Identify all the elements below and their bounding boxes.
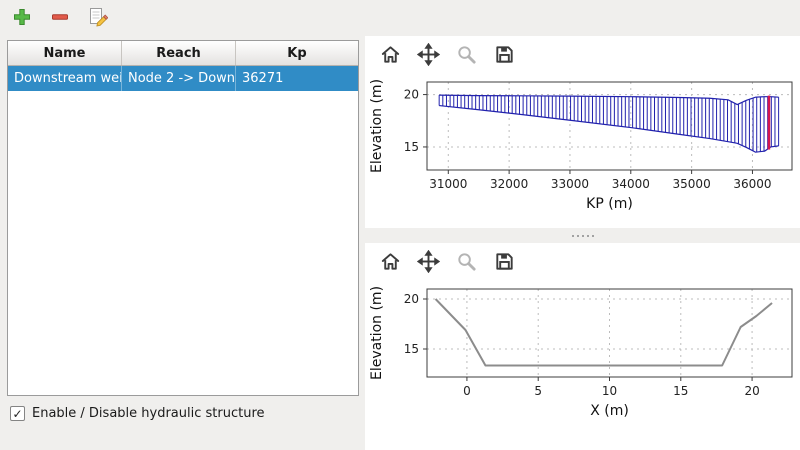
svg-text:35000: 35000 [673, 177, 711, 191]
profile-chart: 31000 32000 33000 34000 35000 36000 15 20 KP (m)… [369, 79, 793, 212]
home-icon [381, 45, 399, 63]
edit-icon [90, 8, 108, 27]
svg-text:15: 15 [404, 140, 419, 154]
cell-kp[interactable]: 36271 [242, 71, 284, 86]
table-row[interactable]: Downstream weir Node 2 -> Down... 36271 [8, 66, 358, 91]
zoom-icon [457, 252, 476, 271]
svg-text:0: 0 [463, 384, 471, 398]
svg-text:36000: 36000 [733, 177, 771, 191]
cross-section-chart-toolbar [365, 243, 800, 279]
minus-icon [52, 14, 68, 20]
svg-text:10: 10 [602, 384, 617, 398]
cell-reach[interactable]: Node 2 -> Down... [122, 66, 236, 91]
cross-section-chart: 0 5 10 15 20 15 20 X (m) Elevation (m) [369, 286, 793, 419]
profile-chart-panel: 31000 32000 33000 34000 35000 36000 15 20 KP (m)… [365, 36, 800, 228]
svg-text:34000: 34000 [612, 177, 650, 191]
home-icon [381, 252, 399, 270]
cross-section-chart-panel: 0 5 10 15 20 15 20 X (m) Elevation (m) [365, 243, 800, 450]
svg-text:31000: 31000 [429, 177, 467, 191]
save-button[interactable] [491, 41, 517, 67]
svg-text:5: 5 [534, 384, 542, 398]
zoom-icon [457, 45, 476, 64]
svg-text:15: 15 [404, 342, 419, 356]
home-button[interactable] [377, 248, 403, 274]
enable-structure-label: Enable / Disable hydraulic structure [32, 406, 265, 421]
svg-text:15: 15 [673, 384, 688, 398]
edit-structure-button[interactable] [86, 5, 110, 29]
svg-text:KP (m): KP (m) [586, 196, 633, 212]
table-header: Name Reach Kp [8, 41, 358, 66]
column-header-reach[interactable]: Reach [122, 41, 236, 65]
checkmark-icon: ✓ [12, 406, 23, 421]
save-icon [495, 45, 513, 63]
plus-icon [14, 9, 30, 25]
pan-button[interactable] [415, 41, 441, 67]
structures-table: Name Reach Kp Downstream weir Node 2 -> … [7, 40, 359, 396]
panel-splitter[interactable] [365, 229, 800, 243]
add-structure-button[interactable] [10, 5, 34, 29]
pan-button[interactable] [415, 248, 441, 274]
svg-text:Elevation (m): Elevation (m) [369, 286, 385, 380]
cell-name[interactable]: Downstream weir [8, 66, 122, 91]
pan-icon [416, 42, 440, 66]
column-header-name[interactable]: Name [8, 41, 122, 65]
enable-structure-checkbox[interactable]: ✓ [10, 406, 25, 421]
svg-text:20: 20 [744, 384, 759, 398]
svg-text:20: 20 [404, 292, 419, 306]
svg-text:20: 20 [404, 88, 419, 102]
enable-structure-row: ✓ Enable / Disable hydraulic structure [10, 406, 265, 421]
svg-text:Elevation (m): Elevation (m) [369, 79, 385, 173]
svg-text:32000: 32000 [490, 177, 528, 191]
svg-text:33000: 33000 [551, 177, 589, 191]
main-toolbar [0, 0, 800, 34]
zoom-button[interactable] [453, 248, 479, 274]
zoom-button[interactable] [453, 41, 479, 67]
home-button[interactable] [377, 41, 403, 67]
save-icon [495, 252, 513, 270]
remove-structure-button[interactable] [48, 5, 72, 29]
profile-chart-toolbar [365, 36, 800, 72]
column-header-kp[interactable]: Kp [287, 45, 307, 61]
svg-text:X (m): X (m) [590, 403, 629, 419]
save-button[interactable] [491, 248, 517, 274]
pan-icon [416, 249, 440, 273]
